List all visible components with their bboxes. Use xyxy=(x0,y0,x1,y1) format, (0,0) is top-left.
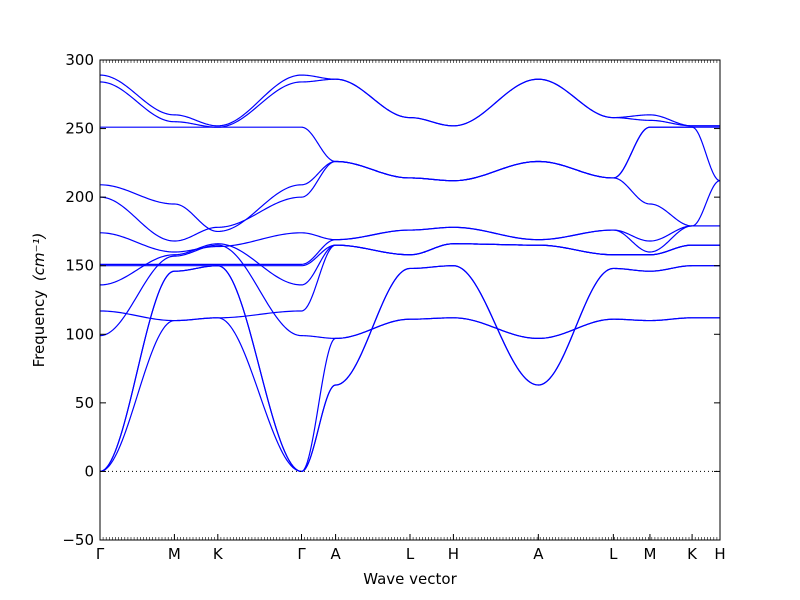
band-line-1 xyxy=(99,265,720,473)
x-tick-label: L xyxy=(609,545,618,563)
y-axis-title: Frequency (cm⁻¹) xyxy=(30,233,48,368)
plot-frame xyxy=(99,59,721,541)
plot-area xyxy=(99,59,721,541)
x-tick-label: M xyxy=(168,545,181,563)
x-tick-label: H xyxy=(714,545,725,563)
x-axis-title: Wave vector xyxy=(363,570,457,588)
band-line-12 xyxy=(100,126,720,182)
band-line-3 xyxy=(99,317,720,473)
band-line-10 xyxy=(99,160,721,242)
x-tick-label: L xyxy=(406,545,415,563)
y-tick-label: 250 xyxy=(65,120,94,138)
x-tick-label: K xyxy=(687,545,698,563)
x-tick-label: M xyxy=(643,545,656,563)
y-axis-unit: (cm⁻¹) xyxy=(30,233,48,282)
x-tick-label: Γ xyxy=(96,545,105,563)
y-tick-label: −50 xyxy=(62,531,94,549)
x-tick-label: Γ xyxy=(297,545,306,563)
band-line-13 xyxy=(99,78,720,128)
band-line-11 xyxy=(99,126,721,233)
y-tick-label: 150 xyxy=(65,257,94,275)
y-tick-label: 200 xyxy=(65,188,94,206)
y-tick-label: 100 xyxy=(65,325,94,343)
band-line-7 xyxy=(100,243,720,267)
band-line-2 xyxy=(99,265,720,473)
y-tick-label: 0 xyxy=(84,462,94,480)
bands-layer xyxy=(99,74,721,473)
y-axis-title-text: Frequency xyxy=(30,290,48,368)
band-line-8 xyxy=(100,225,720,265)
band-line-14 xyxy=(99,74,720,127)
band-line-9 xyxy=(99,225,720,253)
x-tick-label: A xyxy=(533,545,544,563)
x-tick-label: H xyxy=(448,545,459,563)
band-line-4 xyxy=(99,244,720,340)
y-tick-label: 300 xyxy=(65,51,94,69)
x-tick-label: K xyxy=(213,545,224,563)
y-axis-ticks: −50 0 50 100 150 200 250 300 xyxy=(62,51,720,549)
y-tick-label: 50 xyxy=(75,394,94,412)
x-tick-label: A xyxy=(330,545,341,563)
